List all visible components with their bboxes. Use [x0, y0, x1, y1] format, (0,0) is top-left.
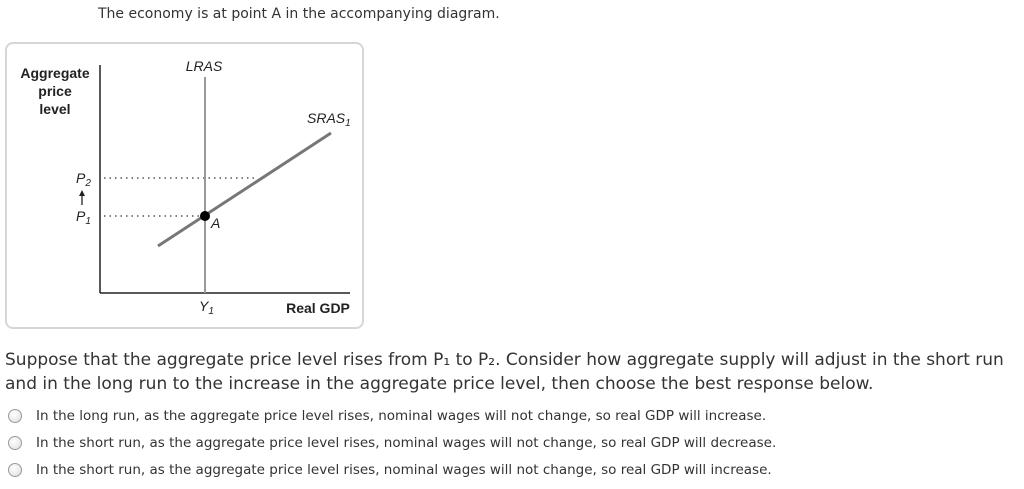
option-label: In the long run, as the aggregate price …: [36, 407, 767, 424]
y-axis-label-1: Aggregate: [20, 65, 89, 81]
diagram-svg: Aggregate price level LRAS SRAS1 P2 P1 A…: [20, 58, 351, 317]
radio-button[interactable]: [8, 408, 22, 423]
lras-label: LRAS: [186, 58, 223, 74]
radio-button[interactable]: [8, 462, 22, 477]
intro-text: The economy is at point A in the accompa…: [98, 6, 500, 22]
option-3[interactable]: In the short run, as the aggregate price…: [5, 456, 776, 483]
radio-button[interactable]: [8, 435, 22, 450]
y-axis-label-2: price: [38, 83, 72, 99]
option-label: In the short run, as the aggregate price…: [36, 461, 772, 478]
up-arrow-icon: [79, 190, 85, 205]
as-diagram: Aggregate price level LRAS SRAS1 P2 P1 A…: [5, 42, 364, 329]
answer-options: In the long run, as the aggregate price …: [5, 402, 776, 483]
point-a: [200, 211, 210, 221]
option-2[interactable]: In the short run, as the aggregate price…: [5, 429, 776, 456]
question-text: Suppose that the aggregate price level r…: [5, 350, 1004, 394]
option-1[interactable]: In the long run, as the aggregate price …: [5, 402, 776, 429]
p1-label: P1: [76, 208, 91, 227]
sras-curve: [157, 131, 332, 248]
sras-label: SRAS1: [307, 110, 351, 129]
point-a-label: A: [210, 215, 220, 231]
p2-label: P2: [76, 170, 91, 189]
option-label: In the short run, as the aggregate price…: [36, 434, 777, 451]
y1-label: Y1: [199, 298, 214, 317]
x-axis-label: Real GDP: [286, 300, 350, 316]
y-axis-label-3: level: [39, 101, 70, 117]
